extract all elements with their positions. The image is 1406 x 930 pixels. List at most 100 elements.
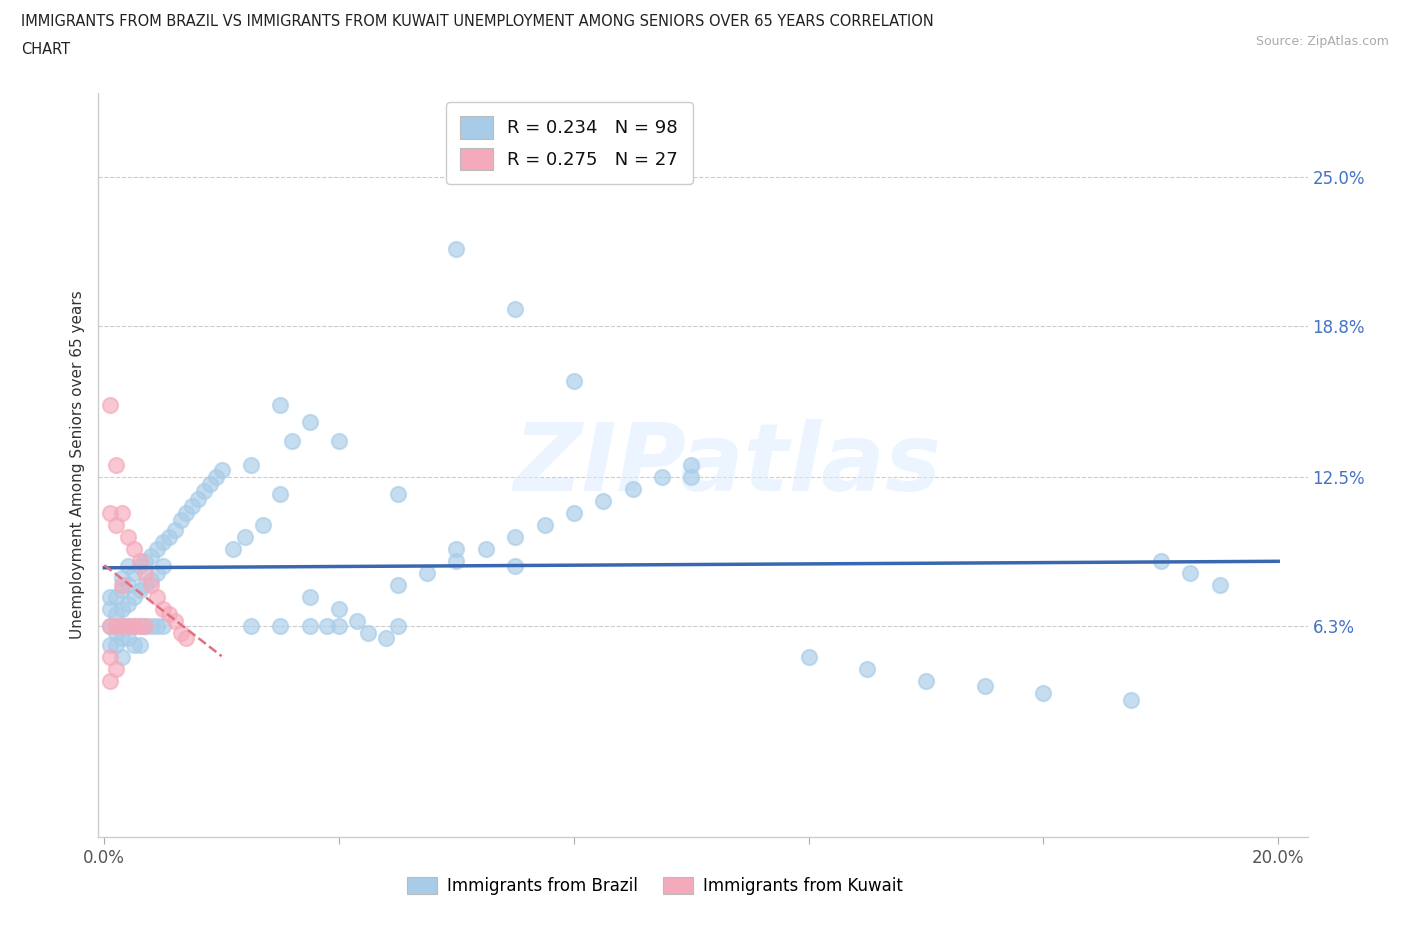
Point (269, 618, 291, 633)
Point (328, 618, 350, 633)
Point (128, 618, 150, 633)
Point (375, 631, 398, 645)
Point (592, 494, 614, 509)
Point (111, 649, 134, 664)
Point (176, 631, 198, 645)
Point (117, 529, 139, 544)
Point (122, 618, 145, 633)
Point (134, 578, 156, 592)
Point (503, 301, 526, 316)
Point (562, 506, 585, 521)
Point (146, 565, 169, 580)
Point (111, 618, 134, 633)
Point (141, 573, 163, 588)
Point (111, 602, 134, 617)
Point (128, 618, 150, 633)
Point (98, 618, 121, 633)
Point (141, 578, 163, 592)
Point (233, 529, 256, 544)
Point (152, 602, 174, 617)
Point (117, 618, 139, 633)
Point (111, 570, 134, 585)
Point (117, 597, 139, 612)
Point (1208, 578, 1230, 592)
Text: CHART: CHART (21, 42, 70, 57)
Point (111, 582, 134, 597)
Point (163, 614, 186, 629)
Point (105, 638, 128, 653)
Point (146, 590, 169, 604)
Point (328, 602, 350, 617)
Point (503, 558, 526, 573)
Point (169, 512, 191, 527)
Point (141, 618, 163, 633)
Text: Source: ZipAtlas.com: Source: ZipAtlas.com (1256, 35, 1389, 48)
Point (651, 470, 673, 485)
Y-axis label: Unemployment Among Seniors over 65 years: Unemployment Among Seniors over 65 years (69, 291, 84, 640)
Point (105, 458, 128, 472)
Point (281, 433, 304, 448)
Point (117, 618, 139, 633)
Point (98, 673, 121, 688)
Point (117, 578, 139, 592)
Point (211, 462, 233, 477)
Point (105, 606, 128, 621)
Point (328, 433, 350, 448)
Point (1180, 565, 1202, 580)
Point (134, 618, 156, 633)
Point (269, 397, 291, 412)
Point (152, 535, 174, 550)
Point (128, 553, 150, 568)
Point (240, 618, 263, 633)
Point (146, 618, 169, 633)
Point (176, 506, 198, 521)
Point (146, 541, 169, 556)
Point (204, 470, 226, 485)
Point (240, 458, 263, 472)
Point (157, 529, 180, 544)
Point (157, 606, 180, 621)
Point (122, 618, 145, 633)
Point (562, 374, 585, 389)
Point (98, 649, 121, 664)
Point (169, 626, 191, 641)
Point (98, 590, 121, 604)
Point (298, 415, 321, 430)
Text: IMMIGRANTS FROM BRAZIL VS IMMIGRANTS FROM KUWAIT UNEMPLOYMENT AMONG SENIORS OVER: IMMIGRANTS FROM BRAZIL VS IMMIGRANTS FRO… (21, 14, 934, 29)
Point (387, 618, 409, 633)
Point (973, 678, 995, 693)
Point (98, 618, 121, 633)
Point (98, 602, 121, 617)
Point (681, 470, 703, 485)
Point (117, 631, 139, 645)
Point (122, 638, 145, 653)
Point (269, 486, 291, 501)
Point (346, 614, 368, 629)
Point (503, 529, 526, 544)
Point (222, 541, 245, 556)
Point (105, 590, 128, 604)
Point (298, 618, 321, 633)
Point (446, 553, 468, 568)
Point (446, 541, 468, 556)
Point (1150, 553, 1173, 568)
Point (1032, 685, 1054, 700)
Point (128, 558, 150, 573)
Point (98, 506, 121, 521)
Point (105, 661, 128, 676)
Point (128, 582, 150, 597)
Point (152, 618, 174, 633)
Point (98, 638, 121, 653)
Point (797, 649, 820, 664)
Point (117, 558, 139, 573)
Point (105, 618, 128, 633)
Point (387, 578, 409, 592)
Point (475, 541, 498, 556)
Point (915, 673, 938, 688)
Point (105, 618, 128, 633)
Point (122, 541, 145, 556)
Point (111, 506, 134, 521)
Point (416, 565, 439, 580)
Point (181, 498, 204, 513)
Point (111, 631, 134, 645)
